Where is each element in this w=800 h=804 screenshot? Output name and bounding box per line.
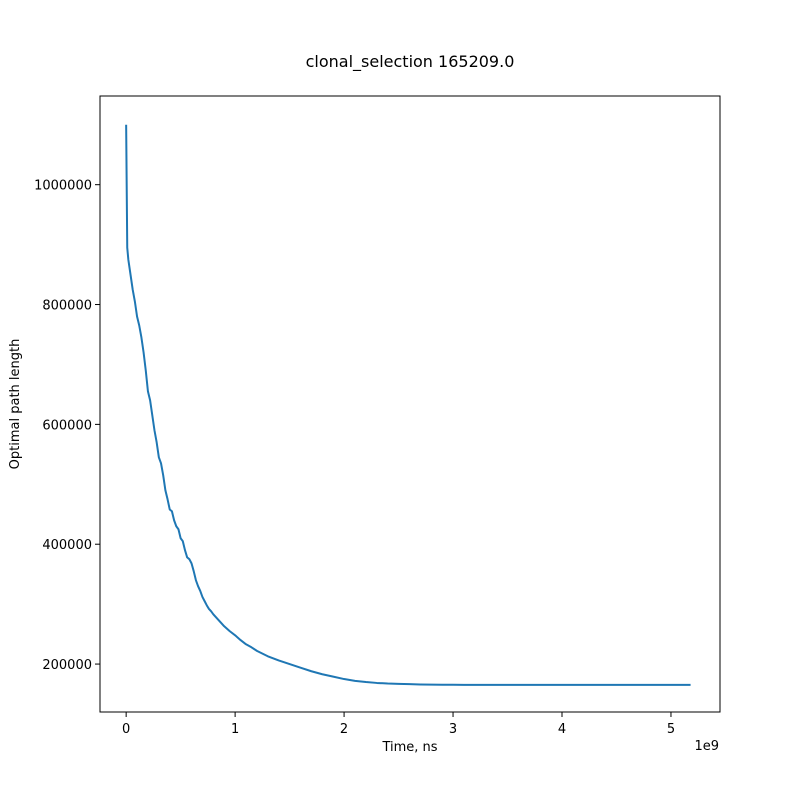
- x-axis: 0 1 2 3 4 5: [122, 712, 675, 737]
- plot-area: [99, 95, 721, 713]
- y-axis: 200000 400000 600000 800000 1000000: [34, 179, 100, 673]
- y-tick-label: 1000000: [34, 179, 92, 194]
- y-tick-label: 400000: [42, 538, 92, 553]
- x-tick-label: 0: [122, 722, 130, 737]
- y-tick-label: 800000: [42, 299, 92, 314]
- x-tick-label: 5: [667, 722, 675, 737]
- x-offset-label: 1e9: [694, 739, 719, 754]
- y-tick-label: 600000: [42, 418, 92, 433]
- chart-title: clonal_selection 165209.0: [306, 52, 515, 72]
- x-axis-label: Time, ns: [381, 740, 437, 755]
- x-tick-label: 2: [340, 722, 348, 737]
- x-tick-label: 3: [449, 722, 457, 737]
- plot-frame: [99, 95, 721, 713]
- x-tick-label: 1: [231, 722, 239, 737]
- y-tick-label: 200000: [42, 658, 92, 673]
- series-line: [125, 124, 691, 686]
- x-tick-label: 4: [558, 722, 566, 737]
- y-axis-label: Optimal path length: [8, 339, 23, 470]
- series-layer: [125, 124, 691, 686]
